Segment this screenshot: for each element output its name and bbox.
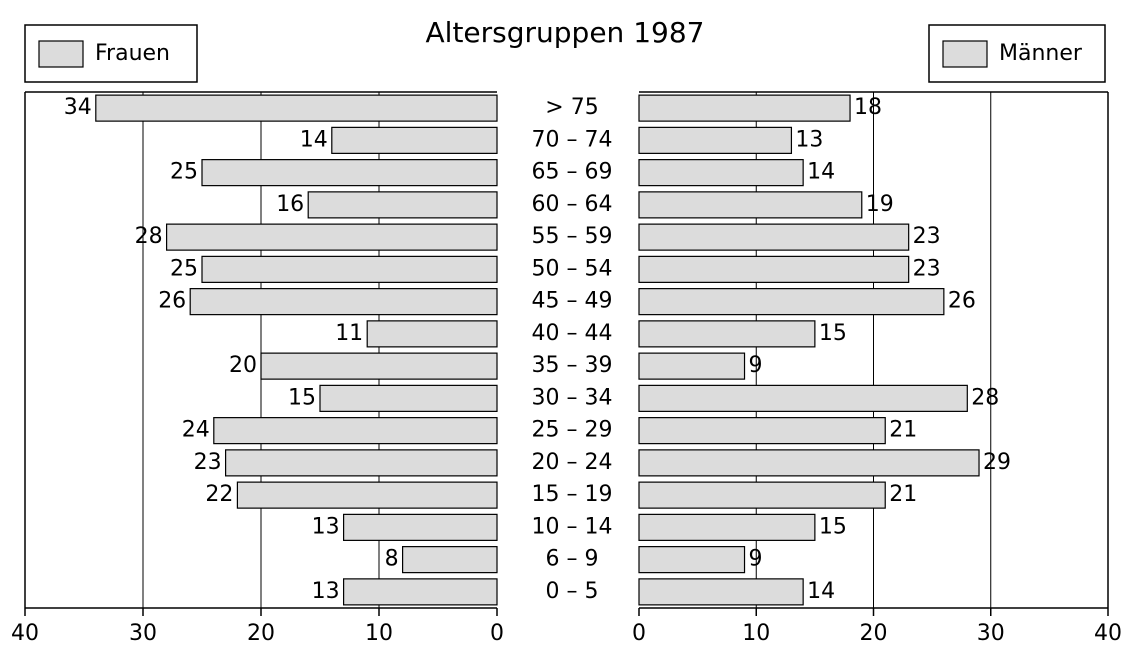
data-label: 21: [889, 482, 917, 507]
bar: [95, 94, 498, 122]
bar: [638, 255, 910, 283]
x-tick-label: 40: [11, 621, 39, 646]
data-label: 16: [276, 192, 304, 217]
category-label: 0 – 5: [546, 579, 599, 604]
data-label: 14: [300, 127, 328, 152]
bar: [307, 191, 498, 219]
bar: [638, 126, 793, 154]
legend-swatch: [942, 40, 988, 68]
bar: [166, 223, 498, 251]
bar: [236, 481, 498, 509]
bar: [638, 546, 746, 574]
data-label: 18: [854, 95, 882, 120]
data-label: 14: [807, 579, 835, 604]
bar: [638, 481, 886, 509]
data-label: 23: [913, 224, 941, 249]
data-label: 26: [158, 289, 186, 314]
bar: [225, 449, 498, 477]
bar: [638, 288, 945, 316]
bar: [638, 513, 816, 541]
bar: [189, 288, 498, 316]
data-label: 19: [866, 192, 894, 217]
data-label: 29: [983, 450, 1011, 475]
data-label: 26: [948, 289, 976, 314]
data-label: 11: [335, 321, 363, 346]
category-label: 50 – 54: [532, 256, 613, 281]
category-label: 40 – 44: [532, 321, 613, 346]
data-label: 13: [312, 579, 340, 604]
data-label: 28: [971, 385, 999, 410]
x-tick-label: 30: [129, 621, 157, 646]
data-label: 23: [913, 256, 941, 281]
bar: [638, 94, 851, 122]
bar: [638, 449, 980, 477]
data-label: 8: [385, 547, 399, 572]
bar: [638, 384, 968, 412]
data-label: 34: [64, 95, 92, 120]
category-label: 10 – 14: [532, 514, 613, 539]
category-label: 55 – 59: [532, 224, 613, 249]
legend-label: Frauen: [95, 41, 170, 66]
category-label: 25 – 29: [532, 418, 613, 443]
category-label: 15 – 19: [532, 482, 613, 507]
legend-label: Männer: [999, 41, 1083, 66]
x-tick-label: 40: [1094, 621, 1122, 646]
bar: [638, 223, 910, 251]
bar: [201, 159, 498, 187]
data-label: 25: [170, 256, 198, 281]
chart-title: Altersgruppen 1987: [426, 16, 705, 49]
x-tick-label: 20: [860, 621, 888, 646]
category-label: 6 – 9: [546, 547, 599, 572]
category-label: > 75: [545, 95, 598, 120]
data-label: 20: [229, 353, 257, 378]
bar: [366, 320, 498, 348]
category-label: 35 – 39: [532, 353, 613, 378]
bar: [638, 578, 804, 606]
data-label: 9: [749, 353, 763, 378]
category-label: 65 – 69: [532, 160, 613, 185]
category-label: 30 – 34: [532, 385, 613, 410]
x-tick-label: 0: [632, 621, 646, 646]
data-label: 15: [819, 514, 847, 539]
data-label: 13: [312, 514, 340, 539]
data-label: 14: [807, 160, 835, 185]
data-label: 15: [819, 321, 847, 346]
x-tick-label: 10: [365, 621, 393, 646]
bar: [638, 352, 746, 380]
bar: [319, 384, 498, 412]
category-label: 70 – 74: [532, 127, 613, 152]
x-tick-label: 0: [490, 621, 504, 646]
category-label: 20 – 24: [532, 450, 613, 475]
x-tick-label: 30: [977, 621, 1005, 646]
bar: [213, 417, 498, 445]
bar: [638, 159, 804, 187]
bar: [331, 126, 498, 154]
category-label: 45 – 49: [532, 289, 613, 314]
data-label: 22: [205, 482, 233, 507]
data-label: 28: [135, 224, 163, 249]
bar: [638, 320, 816, 348]
data-label: 23: [194, 450, 222, 475]
data-label: 24: [182, 418, 210, 443]
bar: [260, 352, 498, 380]
data-label: 15: [288, 385, 316, 410]
legend-swatch: [38, 40, 84, 68]
bar: [638, 191, 863, 219]
data-label: 13: [795, 127, 823, 152]
x-tick-label: 10: [742, 621, 770, 646]
bar: [343, 513, 498, 541]
data-label: 9: [749, 547, 763, 572]
data-label: 21: [889, 418, 917, 443]
bar: [402, 546, 498, 574]
data-label: 25: [170, 160, 198, 185]
bar: [201, 255, 498, 283]
x-tick-label: 20: [247, 621, 275, 646]
category-label: 60 – 64: [532, 192, 613, 217]
bar: [343, 578, 498, 606]
bar: [638, 417, 886, 445]
